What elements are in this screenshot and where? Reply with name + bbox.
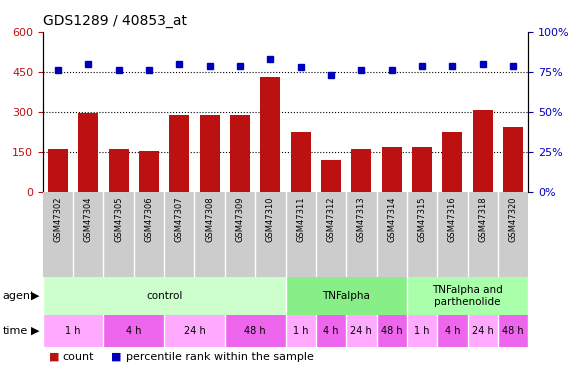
Text: 4 h: 4 h [126, 326, 142, 336]
Text: GSM47320: GSM47320 [509, 196, 517, 242]
Bar [321, 160, 341, 192]
Text: 4 h: 4 h [323, 326, 339, 336]
Text: GSM47305: GSM47305 [114, 196, 123, 242]
Bar [200, 115, 219, 192]
Bar [346, 315, 376, 347]
Bar [316, 315, 346, 347]
Bar [468, 315, 498, 347]
Bar [225, 315, 286, 347]
Text: GSM47307: GSM47307 [175, 196, 184, 242]
Text: GSM47308: GSM47308 [205, 196, 214, 242]
Bar [473, 110, 493, 192]
Text: ▶: ▶ [31, 291, 40, 301]
Text: GSM47312: GSM47312 [327, 196, 336, 242]
Text: time: time [3, 326, 28, 336]
Text: 24 h: 24 h [351, 326, 372, 336]
Bar [48, 149, 68, 192]
Text: GSM47310: GSM47310 [266, 196, 275, 242]
Bar [376, 315, 407, 347]
Text: GSM47314: GSM47314 [387, 196, 396, 242]
Bar [286, 315, 316, 347]
Bar [103, 315, 164, 347]
Bar [382, 147, 401, 192]
Bar [291, 132, 311, 192]
Text: GSM47313: GSM47313 [357, 196, 366, 242]
Text: control: control [146, 291, 182, 301]
Text: GSM47309: GSM47309 [235, 196, 244, 242]
Text: 48 h: 48 h [381, 326, 403, 336]
Bar [407, 315, 437, 347]
Text: GSM47318: GSM47318 [478, 196, 487, 242]
Bar [139, 151, 159, 192]
Text: ■: ■ [49, 352, 59, 362]
Bar [352, 148, 371, 192]
Text: 48 h: 48 h [244, 326, 266, 336]
Text: 24 h: 24 h [472, 326, 493, 336]
Text: agent: agent [3, 291, 35, 301]
Bar [503, 128, 523, 192]
Text: TNFalpha and
parthenolide: TNFalpha and parthenolide [432, 285, 503, 307]
Bar [407, 277, 528, 315]
Bar [170, 115, 189, 192]
Text: GSM47311: GSM47311 [296, 196, 305, 242]
Text: TNFalpha: TNFalpha [322, 291, 370, 301]
Text: ■: ■ [111, 352, 122, 362]
Text: GSM47316: GSM47316 [448, 196, 457, 242]
Bar [437, 315, 468, 347]
Bar [230, 115, 250, 192]
Bar [43, 277, 286, 315]
Bar [109, 148, 128, 192]
Text: GSM47315: GSM47315 [417, 196, 427, 242]
Text: GSM47302: GSM47302 [54, 196, 62, 242]
Bar [443, 132, 462, 192]
Text: ▶: ▶ [31, 326, 40, 336]
Text: percentile rank within the sample: percentile rank within the sample [126, 352, 313, 362]
Text: 24 h: 24 h [184, 326, 206, 336]
Bar [164, 315, 225, 347]
Bar [43, 315, 103, 347]
Bar [412, 147, 432, 192]
Bar [78, 113, 98, 192]
Text: GDS1289 / 40853_at: GDS1289 / 40853_at [43, 14, 187, 28]
Bar [260, 77, 280, 192]
Text: 1 h: 1 h [66, 326, 81, 336]
Text: count: count [63, 352, 94, 362]
Text: GSM47304: GSM47304 [84, 196, 93, 242]
Text: 48 h: 48 h [502, 326, 524, 336]
Bar [498, 315, 528, 347]
Text: 4 h: 4 h [445, 326, 460, 336]
Text: 1 h: 1 h [293, 326, 308, 336]
Text: 1 h: 1 h [414, 326, 430, 336]
Bar [286, 277, 407, 315]
Text: GSM47306: GSM47306 [144, 196, 154, 242]
